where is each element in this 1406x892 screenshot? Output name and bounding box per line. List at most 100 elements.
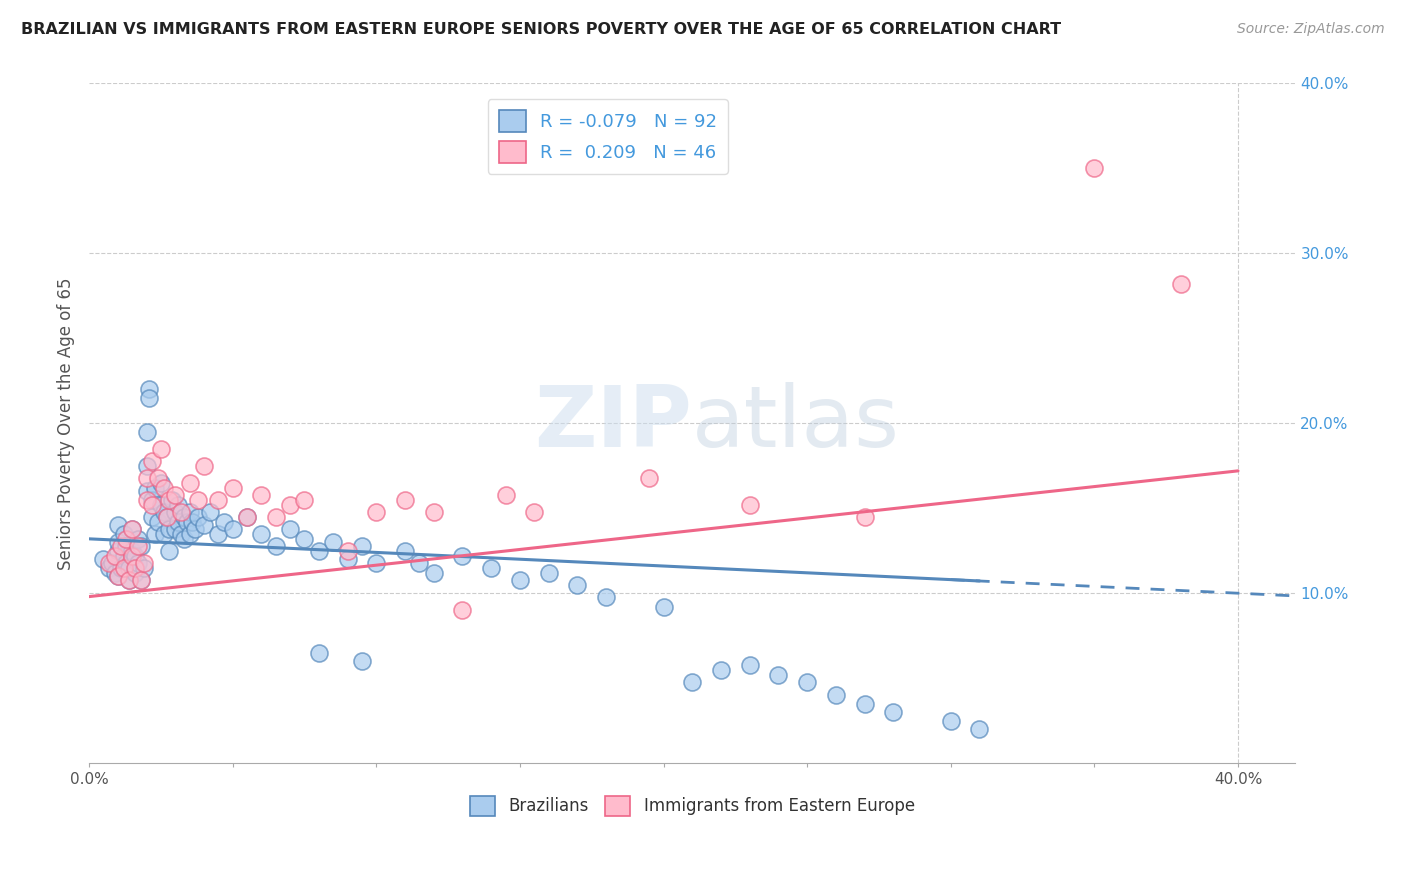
Point: [132, 560, 155, 574]
Point: [167, 515, 190, 529]
Point: [121, 543, 143, 558]
Point: [112, 549, 135, 563]
Point: [882, 705, 904, 719]
Point: [825, 688, 848, 702]
Point: [156, 509, 179, 524]
Point: [681, 674, 703, 689]
Point: [112, 526, 135, 541]
Point: [423, 505, 446, 519]
Point: [394, 543, 416, 558]
Text: atlas: atlas: [692, 382, 900, 465]
Point: [107, 518, 129, 533]
Text: ZIP: ZIP: [534, 382, 692, 465]
Point: [110, 539, 132, 553]
Point: [350, 539, 373, 553]
Point: [152, 505, 174, 519]
Point: [278, 498, 301, 512]
Point: [173, 532, 195, 546]
Point: [322, 535, 344, 549]
Point: [115, 532, 138, 546]
Point: [264, 539, 287, 553]
Point: [738, 657, 761, 672]
Point: [135, 425, 157, 439]
Point: [165, 522, 187, 536]
Point: [104, 566, 127, 580]
Point: [479, 560, 502, 574]
Point: [451, 549, 474, 563]
Point: [264, 509, 287, 524]
Point: [143, 481, 166, 495]
Point: [98, 556, 121, 570]
Point: [173, 509, 195, 524]
Point: [207, 492, 229, 507]
Point: [193, 458, 215, 473]
Point: [127, 539, 149, 553]
Point: [167, 498, 190, 512]
Point: [107, 569, 129, 583]
Point: [104, 549, 127, 563]
Point: [152, 526, 174, 541]
Point: [165, 488, 187, 502]
Text: Source: ZipAtlas.com: Source: ZipAtlas.com: [1237, 22, 1385, 37]
Point: [170, 526, 193, 541]
Point: [143, 526, 166, 541]
Point: [495, 488, 517, 502]
Point: [141, 498, 163, 512]
Point: [118, 573, 141, 587]
Point: [853, 509, 876, 524]
Point: [221, 522, 243, 536]
Point: [107, 535, 129, 549]
Point: [212, 515, 235, 529]
Legend: Brazilians, Immigrants from Eastern Europe: Brazilians, Immigrants from Eastern Euro…: [463, 789, 921, 822]
Point: [121, 522, 143, 536]
Point: [796, 674, 818, 689]
Point: [250, 526, 273, 541]
Point: [193, 518, 215, 533]
Point: [115, 556, 138, 570]
Point: [969, 722, 991, 736]
Point: [149, 442, 172, 456]
Point: [408, 556, 430, 570]
Point: [156, 509, 179, 524]
Point: [366, 505, 388, 519]
Point: [198, 505, 221, 519]
Point: [652, 599, 675, 614]
Point: [179, 475, 201, 490]
Point: [207, 526, 229, 541]
Point: [129, 539, 152, 553]
Point: [146, 470, 169, 484]
Point: [366, 556, 388, 570]
Point: [170, 505, 193, 519]
Point: [523, 505, 546, 519]
Point: [738, 498, 761, 512]
Point: [93, 552, 115, 566]
Point: [176, 515, 198, 529]
Point: [138, 391, 160, 405]
Point: [159, 492, 181, 507]
Point: [159, 522, 181, 536]
Point: [236, 509, 259, 524]
Point: [181, 515, 204, 529]
Point: [939, 714, 962, 728]
Point: [146, 515, 169, 529]
Point: [107, 569, 129, 583]
Point: [152, 481, 174, 495]
Point: [184, 522, 207, 536]
Point: [710, 663, 733, 677]
Point: [118, 573, 141, 587]
Point: [308, 543, 330, 558]
Point: [179, 526, 201, 541]
Point: [118, 560, 141, 574]
Point: [638, 470, 661, 484]
Point: [1170, 277, 1192, 291]
Point: [853, 697, 876, 711]
Y-axis label: Seniors Poverty Over the Age of 65: Seniors Poverty Over the Age of 65: [58, 277, 75, 569]
Point: [394, 492, 416, 507]
Point: [336, 543, 359, 558]
Point: [221, 481, 243, 495]
Point: [121, 549, 143, 563]
Text: BRAZILIAN VS IMMIGRANTS FROM EASTERN EUROPE SENIORS POVERTY OVER THE AGE OF 65 C: BRAZILIAN VS IMMIGRANTS FROM EASTERN EUR…: [21, 22, 1062, 37]
Point: [141, 492, 163, 507]
Point: [350, 654, 373, 668]
Point: [567, 578, 589, 592]
